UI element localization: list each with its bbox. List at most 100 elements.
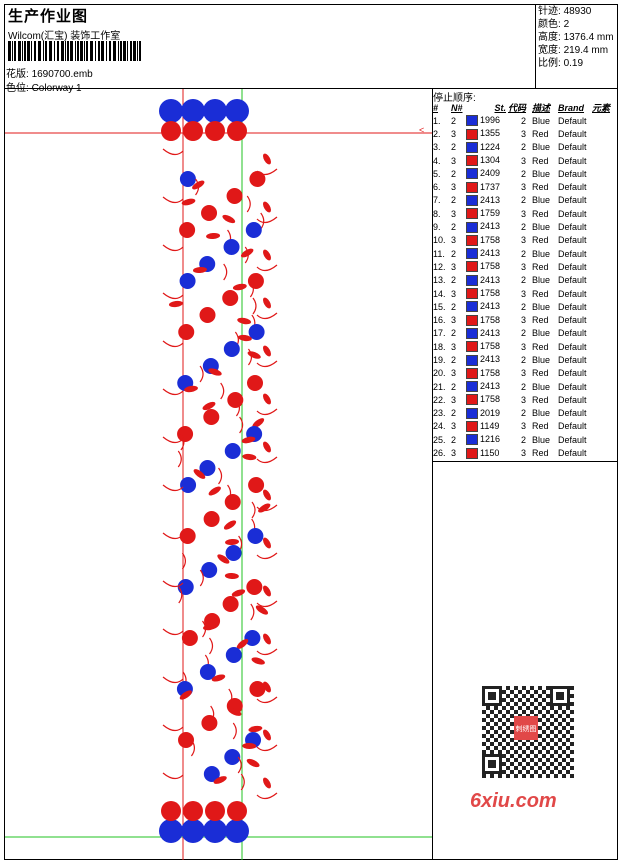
table-row: 17. 2 2413 2 Blue Default xyxy=(433,327,616,340)
row-index: 11. xyxy=(433,248,445,259)
row-needle: 3 xyxy=(451,208,457,219)
row-description: Red xyxy=(532,128,549,139)
row-brand: Default xyxy=(558,315,587,326)
row-brand: Default xyxy=(558,288,587,299)
row-stitches: 2413 xyxy=(466,380,508,393)
row-index: 16. xyxy=(433,315,446,326)
stitch-count: 1758 xyxy=(480,287,501,298)
table-row: 9. 2 2413 2 Blue Default xyxy=(433,220,616,233)
col-brand: Brand xyxy=(558,102,585,113)
row-needle: 2 xyxy=(451,142,457,153)
row-stitches: 1737 xyxy=(466,180,508,193)
row-description: Red xyxy=(532,182,549,193)
row-code: 2 xyxy=(520,408,526,419)
header-divider xyxy=(535,4,536,88)
col-element: 元素 xyxy=(592,103,611,113)
row-stitches: 1149 xyxy=(466,420,508,433)
row-brand: Default xyxy=(558,115,587,126)
row-description: Red xyxy=(532,288,549,299)
row-stitches: 1759 xyxy=(466,207,508,220)
row-needle: 2 xyxy=(451,195,457,206)
row-element xyxy=(592,167,616,180)
color-swatch xyxy=(466,288,478,300)
row-description: Blue xyxy=(532,381,551,392)
table-row: 10. 3 1758 3 Red Default xyxy=(433,234,616,247)
stitch-count: 1149 xyxy=(480,420,500,431)
qr-code: 刺绣图 xyxy=(470,680,582,780)
row-element xyxy=(592,420,616,433)
row-brand: Default xyxy=(558,208,587,219)
stat-height: 高度: 1376.4 mm xyxy=(538,32,614,43)
stitch-count: 1996 xyxy=(480,115,501,126)
row-stitches: 1758 xyxy=(466,287,508,300)
row-stitches: 1758 xyxy=(466,313,508,326)
table-row: 6. 3 1737 3 Red Default xyxy=(433,180,616,193)
row-index: 13. xyxy=(433,275,446,286)
row-description: Red xyxy=(532,368,549,379)
table-row: 21. 2 2413 2 Blue Default xyxy=(433,380,616,393)
col-code: 代码 xyxy=(508,103,527,113)
row-code: 3 xyxy=(520,155,526,166)
company-name: Wilcom(汇宝) 装饰工作室 xyxy=(8,31,121,42)
row-stitches: 2413 xyxy=(466,247,508,260)
row-stitches: 1758 xyxy=(466,234,508,247)
row-stitches: 1150 xyxy=(466,446,508,459)
row-brand: Default xyxy=(558,448,587,459)
row-stitches: 1355 xyxy=(466,127,508,140)
stat-stitches: 针迹: 48930 xyxy=(538,6,592,17)
row-stitches: 2413 xyxy=(466,300,508,313)
row-code: 2 xyxy=(520,381,526,392)
design-file-line: 花版: 1690700.emb xyxy=(6,65,93,80)
color-swatch xyxy=(466,341,478,353)
row-element xyxy=(592,367,616,380)
row-stitches: 2413 xyxy=(466,220,508,233)
table-row: 20. 3 1758 3 Red Default xyxy=(433,367,616,380)
row-element xyxy=(592,433,616,446)
row-needle: 2 xyxy=(451,275,457,286)
row-needle: 2 xyxy=(451,381,457,392)
stitch-count: 2019 xyxy=(480,407,501,418)
row-needle: 3 xyxy=(451,394,457,405)
row-index: 5. xyxy=(433,168,441,179)
row-stitches: 2413 xyxy=(466,353,508,366)
row-index: 26. xyxy=(433,448,446,459)
row-brand: Default xyxy=(558,354,587,365)
barcode xyxy=(8,41,141,61)
row-code: 2 xyxy=(520,434,526,445)
row-needle: 3 xyxy=(451,182,457,193)
table-row: 3. 2 1224 2 Blue Default xyxy=(433,141,616,154)
header-bottom-divider xyxy=(4,88,618,89)
color-swatch xyxy=(466,274,478,286)
stitch-count: 2413 xyxy=(480,354,501,365)
row-description: Red xyxy=(532,155,549,166)
col-stitches: St. xyxy=(494,102,506,113)
row-needle: 3 xyxy=(451,315,457,326)
row-description: Blue xyxy=(532,142,551,153)
table-row: 7. 2 2413 2 Blue Default xyxy=(433,194,616,207)
row-element xyxy=(592,446,616,459)
row-stitches: 1224 xyxy=(466,141,508,154)
row-brand: Default xyxy=(558,275,587,286)
row-description: Red xyxy=(532,341,549,352)
embroidery-design-canvas: < xyxy=(5,89,432,860)
row-brand: Default xyxy=(558,261,587,272)
row-description: Red xyxy=(532,448,549,459)
row-description: Red xyxy=(532,208,549,219)
row-index: 23. xyxy=(433,408,446,419)
color-swatch xyxy=(466,155,478,167)
design-value: 1690700.emb xyxy=(31,69,93,80)
table-row: 25. 2 1216 2 Blue Default xyxy=(433,433,616,446)
row-index: 3. xyxy=(433,142,441,153)
row-brand: Default xyxy=(558,301,587,312)
row-code: 3 xyxy=(520,182,526,193)
row-needle: 2 xyxy=(451,434,457,445)
row-brand: Default xyxy=(558,328,587,339)
page-frame xyxy=(4,4,618,860)
table-row: 18. 3 1758 3 Red Default xyxy=(433,340,616,353)
row-brand: Default xyxy=(558,368,587,379)
color-swatch xyxy=(466,234,478,246)
row-brand: Default xyxy=(558,142,587,153)
row-element xyxy=(592,141,616,154)
row-element xyxy=(592,154,616,167)
row-index: 7. xyxy=(433,195,441,206)
